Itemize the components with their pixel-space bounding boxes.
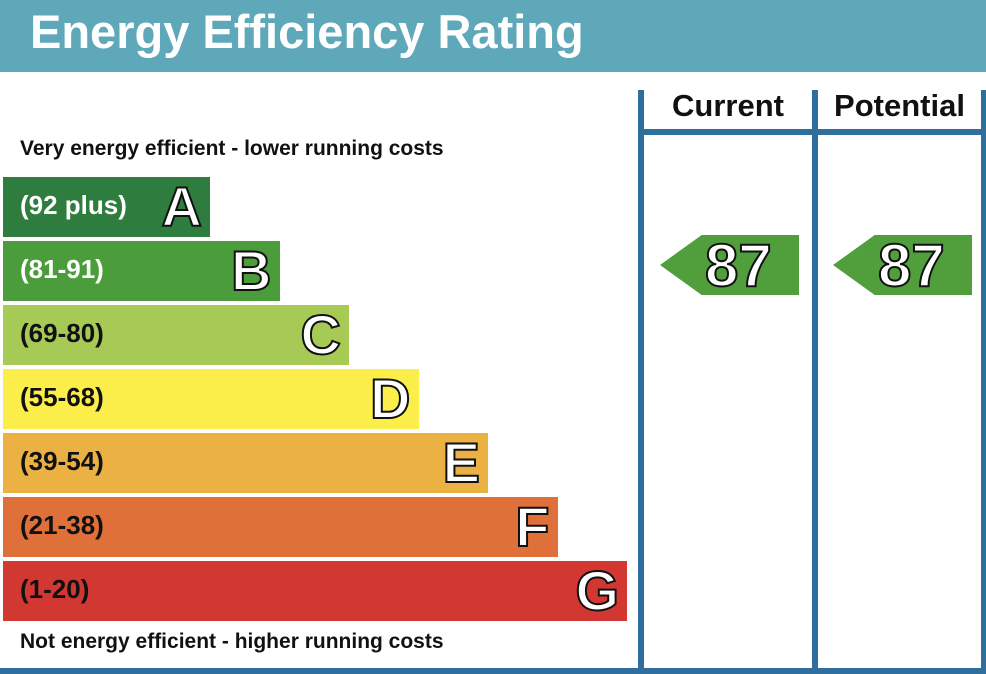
band-letter: G xyxy=(574,558,620,623)
band-bar-a: (92 plus) A xyxy=(3,174,210,239)
band-range: (92 plus) xyxy=(20,190,127,220)
band-range: (69-80) xyxy=(20,318,104,348)
band-range: (81-91) xyxy=(20,254,104,284)
header-banner: Energy Efficiency Rating xyxy=(0,0,986,72)
bottom-note: Not energy efficient - higher running co… xyxy=(20,630,444,653)
band-letter: D xyxy=(369,366,411,431)
potential-rating-arrow: 87 xyxy=(833,235,972,295)
divider-right xyxy=(981,90,986,674)
band-range: (21-38) xyxy=(20,510,104,540)
band-letter: E xyxy=(442,430,481,495)
chart-title: Energy Efficiency Rating xyxy=(30,5,584,58)
current-rating-value: 87 xyxy=(704,232,773,299)
column-header-current: Current xyxy=(672,88,784,123)
band-letter: B xyxy=(230,238,272,303)
divider-left xyxy=(638,90,644,674)
column-header-potential: Potential xyxy=(834,88,965,123)
band-bar-b: (81-91) B xyxy=(3,238,280,303)
divider-middle xyxy=(812,90,818,674)
band-bar-g: (1-20) G xyxy=(3,558,627,623)
band-range: (39-54) xyxy=(20,446,104,476)
band-bar-c: (69-80) C xyxy=(3,302,349,367)
band-letter: A xyxy=(161,174,203,239)
band-range: (1-20) xyxy=(20,574,90,604)
band-letter: F xyxy=(514,494,550,559)
column-header-rule xyxy=(638,129,986,135)
band-bar-d: (55-68) D xyxy=(3,366,419,431)
band-range: (55-68) xyxy=(20,382,104,412)
band-bar-f: (21-38) F xyxy=(3,494,558,559)
band-letter: C xyxy=(300,302,342,367)
potential-rating-value: 87 xyxy=(877,232,946,299)
top-note: Very energy efficient - lower running co… xyxy=(20,137,444,160)
bottom-rule xyxy=(0,668,986,674)
current-rating-arrow: 87 xyxy=(660,235,799,295)
band-bar-e: (39-54) E xyxy=(3,430,488,495)
